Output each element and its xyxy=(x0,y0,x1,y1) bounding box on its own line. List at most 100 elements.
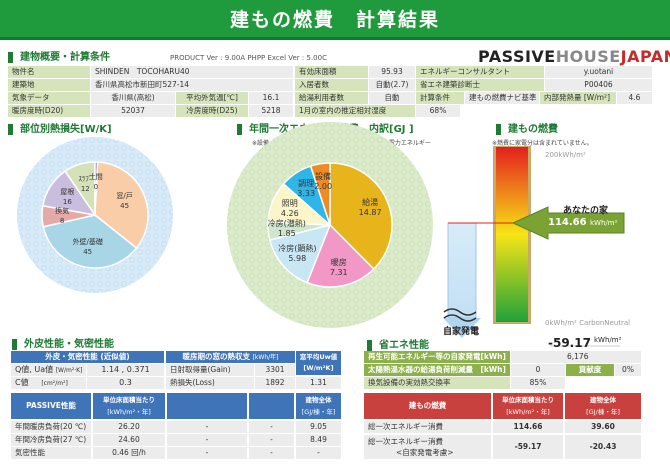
slice-label: 冷房(顕熱) 5.98 xyxy=(275,244,319,264)
passive-unit: 0.46 回/h xyxy=(93,447,165,459)
sub-label: <自家発電考慮> xyxy=(396,448,454,457)
overview-heading: 建物概要・計算条件 xyxy=(8,52,110,63)
label: 総一次エネルギー消費 xyxy=(368,437,443,446)
header-text: 建物全体 xyxy=(590,396,616,404)
c-label: C値 [cm²/m²] xyxy=(11,377,86,389)
slice-value: 14.87 xyxy=(358,208,382,218)
label: Q値, Ua値 xyxy=(15,365,54,374)
slice-category: 冷房(潜熱) xyxy=(267,219,306,229)
label: 省エネ建築診断士 xyxy=(416,79,544,91)
slice-label: ｽﾗﾌﾞ 12 xyxy=(63,174,107,194)
net-unit: kWh/m² xyxy=(594,336,622,344)
diagnostician: P00406 xyxy=(545,79,652,91)
slice-category: 土間 xyxy=(88,173,103,182)
passive-c4: - xyxy=(249,421,294,433)
label: 平均外気温[℃] xyxy=(176,92,248,104)
gauge-top-label: 200kWh/m² xyxy=(545,151,586,159)
slice-category: 窓/戸 xyxy=(116,191,133,200)
internal-gain: 4.6 xyxy=(617,92,652,104)
contribution: 0% xyxy=(615,364,641,376)
slice-label: 窓/戸 45 xyxy=(103,191,147,211)
label: 総一次エネルギー消費 xyxy=(364,421,491,433)
label: 1月の室内の推定相対湿度 xyxy=(295,105,415,117)
slice-category: 調理 xyxy=(298,178,315,188)
slice-label: 屋根 16 xyxy=(45,187,89,207)
gain-value: 3301 xyxy=(255,364,295,376)
pie-slice xyxy=(94,161,99,216)
pie-slice xyxy=(329,162,393,271)
heatloss-heading: 部位別熱損失[W/K] xyxy=(8,124,112,135)
envelope-header: 外皮・気密性能 (近似値) xyxy=(11,351,164,363)
logo-japan: JAPAN xyxy=(620,47,670,66)
label: エネルギーコンサルタント xyxy=(416,66,544,78)
label: C値 xyxy=(15,378,29,387)
label: 熱損失(Loss) xyxy=(166,377,254,389)
consultant: y.uotani xyxy=(545,66,652,78)
label: 貢献度 xyxy=(566,364,614,376)
calc-condition: 建もの燃費ナビ基準 xyxy=(465,92,539,104)
header-unit: [kWh/年] xyxy=(252,354,279,361)
label: 日射取得量(Gain) xyxy=(166,364,254,376)
passive-c3: - xyxy=(167,421,247,433)
label: 冷房度時(D25) xyxy=(176,105,248,117)
passive-unit: 24.60 xyxy=(93,434,165,446)
hw-users: 自動 xyxy=(369,92,415,104)
pie-slice xyxy=(306,223,375,288)
arrow-left-icon xyxy=(511,206,625,240)
envelope-heading: 外皮性能・気密性能 xyxy=(12,339,114,350)
slice-value: 45 xyxy=(120,201,130,210)
arrow-down-icon xyxy=(443,318,481,338)
slice-category: 冷房(顕熱) xyxy=(278,243,317,253)
slice-category: 換気 xyxy=(55,206,70,215)
solar-hw-kwh: 0 xyxy=(511,364,565,376)
slice-category: 給湯 xyxy=(362,198,379,208)
slice-category: 外壁/基礎 xyxy=(72,238,103,247)
header-text: 単位床面積当たり xyxy=(502,396,554,404)
self-generation-bar xyxy=(447,222,477,319)
avg-temp: 16.1 xyxy=(249,92,293,104)
your-house-label: あなたの家 xyxy=(563,206,609,216)
weather: 香川県(高松) xyxy=(91,92,175,104)
fuel-unit: kWh/m² xyxy=(590,219,618,227)
logo-passive: PASSIVE xyxy=(478,47,556,66)
label: 太陽熱温水器の給湯負荷削減量 [kWh] xyxy=(364,364,510,376)
label: 入居者数 xyxy=(295,79,368,91)
label: 計算条件 xyxy=(416,92,464,104)
slice-category: 照明 xyxy=(281,198,298,208)
label: 給湯利用者数 xyxy=(295,92,368,104)
logo-house: HOUSE xyxy=(555,47,621,66)
uw-header: 窓平均Uw値 [W/m²K] xyxy=(296,351,341,375)
version-text: PRODUCT Ver : 9.00A PHPP Excel Ver : 5.0… xyxy=(170,54,327,62)
slice-value: 4.26 xyxy=(280,208,299,218)
slice-label: 暖房 7.31 xyxy=(317,258,361,278)
fuel-table-header: 建もの燃費 xyxy=(364,393,491,419)
total-header: 建物全体 [GJ/棟・年] xyxy=(565,393,641,419)
slice-category: 設備 xyxy=(315,172,332,182)
label: 換気設備の実効熱交換率 xyxy=(364,377,510,389)
self-gen-kwh: 6,176 xyxy=(511,351,641,363)
q-label: Q値, Ua値 [W/m²·K] xyxy=(11,364,86,376)
site: 香川県高松市新田町527-14 xyxy=(91,79,293,91)
header-unit: [GJ/棟・年] xyxy=(301,408,336,416)
pie-slice xyxy=(42,214,138,269)
net-value: -59.17 xyxy=(548,336,591,350)
label: 気象データ xyxy=(8,92,90,104)
slice-value: 8 xyxy=(59,216,65,225)
pie-slice xyxy=(268,223,332,284)
slice-category: ｽﾗﾌﾞ xyxy=(78,174,93,183)
net-unit-value: -59.17 xyxy=(493,435,563,459)
fuel-unit-value: 114.66 xyxy=(493,421,563,433)
slice-label: 換気 8 xyxy=(40,206,84,226)
label: 有効床面積 xyxy=(295,66,368,78)
slice-label: 照明 4.26 xyxy=(268,199,312,219)
uw-value: 1.31 xyxy=(296,377,341,389)
pie-slice xyxy=(94,161,149,250)
slice-label: 給湯 14.87 xyxy=(348,198,392,218)
self-generation-label: 自家発電 xyxy=(443,327,480,337)
slice-value: 2.00 xyxy=(314,182,333,192)
wave-break-icon xyxy=(443,308,477,322)
total-header: 建物全体 [GJ/棟・年] xyxy=(296,393,341,419)
net-total-value: -20.43 xyxy=(565,435,641,459)
slice-label: 外壁/基礎 45 xyxy=(66,237,110,257)
